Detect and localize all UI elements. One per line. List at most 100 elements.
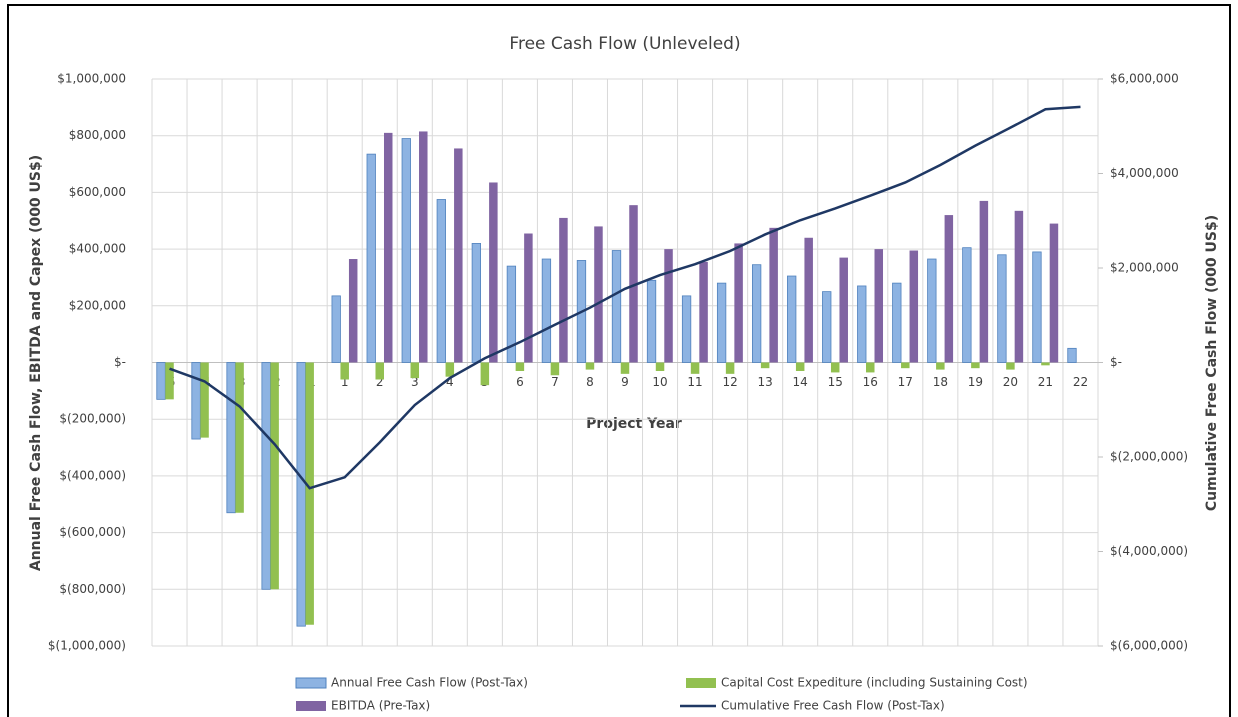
bar	[1014, 210, 1024, 363]
bar	[454, 148, 463, 363]
y-tick-label: $(800,000)	[59, 582, 126, 596]
x-tick-label: 13	[758, 375, 773, 389]
y-tick-label: $-	[114, 355, 126, 369]
bar	[936, 362, 945, 370]
y-tick-label: $(600,000)	[59, 525, 126, 539]
bar	[383, 132, 393, 363]
bar	[892, 282, 902, 363]
bar	[296, 362, 306, 627]
bar	[1067, 347, 1077, 363]
bar	[909, 250, 919, 363]
y2-tick-label: $6,000,000	[1110, 72, 1179, 86]
bar	[226, 362, 236, 514]
bar	[979, 200, 989, 363]
bar	[480, 362, 490, 386]
bar	[716, 282, 727, 363]
bar	[971, 362, 980, 369]
y2-tick-label: $-	[1110, 355, 1122, 369]
bar	[690, 362, 700, 374]
legend-label: Cumulative Free Cash Flow (Post-Tax)	[721, 699, 945, 713]
bar	[191, 362, 201, 440]
y-tick-label: $600,000	[69, 185, 126, 199]
bar	[944, 215, 954, 363]
bar	[866, 362, 875, 373]
bar	[489, 182, 498, 363]
y-tick-label: $1,000,000	[57, 72, 126, 86]
bar	[901, 362, 910, 369]
bar	[734, 243, 743, 363]
bar	[699, 261, 708, 363]
bar	[419, 131, 428, 363]
y-tick-label: $(400,000)	[59, 468, 126, 482]
y2-tick-label: $(6,000,000)	[1110, 639, 1188, 653]
x-tick-label: 4	[446, 375, 454, 389]
y2-axis-title: Cumulative Free Cash Flow (000 US$)	[1204, 215, 1220, 511]
bar	[760, 362, 770, 369]
y2-tick-label: $4,000,000	[1110, 166, 1179, 180]
bar	[305, 362, 314, 625]
bar	[725, 362, 735, 374]
x-tick-label: 9	[621, 375, 629, 389]
frame	[7, 4, 1231, 717]
bar	[620, 362, 630, 374]
bar	[804, 237, 813, 363]
chart-title: Free Cash Flow (Unleveled)	[509, 34, 740, 54]
bar	[165, 362, 174, 400]
bar	[559, 217, 568, 363]
legend-label: Annual Free Cash Flow (Post-Tax)	[331, 676, 528, 690]
bar	[629, 205, 638, 363]
bar	[471, 243, 482, 363]
x-tick-label: 10	[652, 375, 667, 389]
bar	[795, 362, 805, 372]
bar	[1049, 223, 1059, 363]
x-tick-label: 8	[586, 375, 594, 389]
legend-swatch	[686, 678, 716, 688]
bar	[997, 254, 1007, 363]
bar	[340, 362, 349, 380]
legend-label: EBITDA (Pre-Tax)	[331, 699, 430, 713]
bar	[822, 291, 832, 363]
bar	[1032, 251, 1042, 363]
bar	[410, 362, 420, 379]
bar	[401, 138, 411, 363]
x-tick-label: 7	[551, 375, 559, 389]
bar	[156, 362, 166, 400]
bar	[366, 153, 376, 363]
y-axis-title: Annual Free Cash Flow, EBITDA and Capex …	[28, 155, 44, 571]
bar	[655, 362, 665, 372]
legend-swatch	[295, 677, 327, 689]
x-tick-label: 11	[687, 375, 702, 389]
y2-tick-label: $(4,000,000)	[1110, 544, 1188, 558]
x-axis-title: Project Year	[586, 416, 682, 432]
x-tick-label: 3	[411, 375, 419, 389]
bar	[681, 295, 692, 363]
bar	[1041, 362, 1050, 366]
bar	[1006, 362, 1015, 370]
x-tick-label: 2	[376, 375, 384, 389]
bar	[445, 362, 455, 377]
legend-label: Capital Cost Expediture (including Susta…	[721, 676, 1028, 690]
bar	[436, 199, 446, 363]
x-tick-label: 12	[722, 375, 737, 389]
bar	[769, 227, 778, 363]
bar	[200, 362, 209, 438]
bar	[751, 264, 762, 363]
bar	[331, 295, 341, 363]
bar	[524, 233, 533, 363]
x-tick-label: 14	[793, 375, 808, 389]
bar	[375, 362, 384, 380]
bar	[646, 279, 657, 363]
y2-tick-label: $2,000,000	[1110, 261, 1179, 275]
x-tick-label: 15	[828, 375, 843, 389]
bar	[874, 249, 884, 363]
bar	[506, 265, 517, 363]
line	[169, 105, 1081, 490]
y-tick-label: $(200,000)	[59, 412, 126, 426]
bar	[585, 362, 595, 370]
bar	[594, 226, 603, 363]
bar	[550, 362, 560, 376]
bar	[787, 275, 797, 363]
x-tick-label: 22	[1073, 375, 1088, 389]
x-tick-label: 21	[1038, 375, 1053, 389]
